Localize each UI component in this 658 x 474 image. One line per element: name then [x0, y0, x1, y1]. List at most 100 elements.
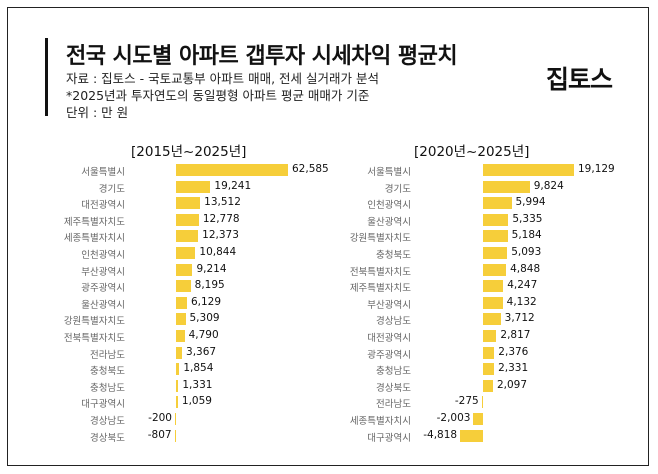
category-label: 충청북도 — [90, 366, 125, 378]
data-bar — [483, 313, 501, 326]
value-label: 4,790 — [188, 329, 219, 341]
brand-logo: 집토스 — [546, 65, 613, 94]
value-label: 5,335 — [512, 212, 543, 225]
data-bar — [483, 197, 512, 210]
data-bar — [176, 197, 201, 210]
value-label: 2,817 — [500, 329, 531, 341]
note-text: *2025년과 투자연도의 동일평형 아파트 평균 매매가 기준 — [66, 88, 370, 103]
category-label: 충청북도 — [376, 250, 411, 261]
data-bar — [481, 396, 483, 409]
category-label: 서울특별시 — [367, 167, 411, 178]
value-label: 5,184 — [511, 229, 542, 242]
data-bar — [176, 346, 183, 359]
category-label: 울산광역시 — [81, 299, 125, 311]
value-label: 5,994 — [515, 196, 546, 209]
category-label: 대구광역시 — [81, 399, 125, 411]
value-label: 4,132 — [506, 295, 537, 308]
value-label: 5,309 — [189, 312, 220, 325]
data-bar — [176, 247, 196, 259]
value-label: -275 — [454, 395, 479, 408]
category-label: 광주광역시 — [367, 349, 411, 361]
data-bar — [483, 346, 495, 359]
value-label: 2,376 — [498, 345, 529, 358]
data-bar — [176, 296, 187, 309]
data-bar — [176, 263, 193, 276]
value-label: 1,331 — [182, 378, 213, 391]
chart-frame — [7, 7, 649, 466]
data-bar — [176, 164, 288, 176]
chart-title: 전국 시도별 아파트 갭투자 시세차익 평균치 — [66, 44, 458, 69]
data-bar — [175, 413, 176, 425]
data-bar — [176, 313, 186, 326]
unit-text: 단위 : 만 원 — [66, 105, 129, 120]
data-bar — [176, 363, 180, 376]
category-label: 대전광역시 — [367, 333, 411, 344]
value-label: 6,129 — [190, 295, 222, 308]
value-label: -200 — [148, 412, 172, 424]
category-label: 경기도 — [98, 183, 125, 195]
data-bar — [483, 180, 530, 193]
category-label: 경상남도 — [90, 416, 125, 427]
category-label: 강원특별자치도 — [63, 316, 125, 328]
data-bar — [483, 330, 497, 342]
data-bar — [483, 280, 504, 293]
data-bar — [460, 429, 483, 442]
category-label: 강원특별자치도 — [349, 233, 411, 245]
category-label: 대전광역시 — [81, 200, 125, 212]
value-label: 4,848 — [510, 262, 541, 275]
value-label: 2,331 — [498, 362, 529, 375]
value-label: 62,585 — [292, 163, 329, 175]
category-label: 부산광역시 — [367, 299, 411, 311]
data-bar — [176, 396, 178, 409]
value-label: 1,854 — [183, 362, 214, 375]
data-bar — [473, 413, 483, 425]
value-label: 4,247 — [507, 279, 538, 292]
value-label: 9,214 — [196, 262, 227, 275]
data-bar — [483, 379, 493, 392]
category-label: 광주광역시 — [81, 283, 125, 295]
value-label: 12,373 — [202, 229, 239, 242]
source-text: 자료 : 집토스 - 국토교통부 아파트 매매, 전세 실거래가 분석 — [66, 71, 379, 86]
data-bar — [176, 280, 191, 293]
data-bar — [176, 180, 211, 193]
category-label: 경상북도 — [90, 432, 125, 444]
category-label: 대구광역시 — [367, 432, 411, 444]
data-bar — [483, 164, 574, 176]
data-bar — [174, 429, 176, 442]
data-bar — [483, 296, 503, 309]
category-label: 세종특별자치시 — [63, 233, 125, 245]
category-label: 부산광역시 — [81, 266, 125, 278]
category-label: 서울특별시 — [81, 167, 125, 178]
data-bar — [483, 363, 495, 376]
data-bar — [483, 213, 509, 226]
data-bar — [483, 230, 508, 243]
value-label: -2,003 — [436, 412, 471, 424]
category-label: 전북특별자치도 — [349, 266, 411, 278]
value-label: 19,129 — [578, 163, 615, 175]
data-bar — [483, 263, 507, 276]
category-label: 충청남도 — [90, 382, 125, 394]
value-label: 5,093 — [511, 246, 542, 258]
category-label: 충청남도 — [376, 366, 411, 378]
data-bar — [483, 247, 508, 259]
category-label: 제주특별자치도 — [349, 283, 411, 295]
category-label: 전라남도 — [90, 349, 125, 361]
value-label: 13,512 — [204, 196, 241, 209]
category-label: 경기도 — [384, 183, 411, 195]
title-accent-bar — [45, 38, 48, 116]
category-label: 인천광역시 — [367, 200, 411, 212]
value-label: 19,241 — [214, 179, 252, 192]
value-label: 10,844 — [199, 246, 237, 258]
data-bar — [176, 379, 179, 392]
value-label: -807 — [147, 428, 172, 441]
value-label: 9,824 — [533, 179, 564, 192]
value-label: 8,195 — [194, 279, 225, 292]
category-label: 제주특별자치도 — [63, 216, 125, 228]
category-label: 인천광역시 — [81, 250, 125, 261]
value-label: 2,097 — [496, 378, 528, 391]
value-label: -4,818 — [423, 428, 458, 441]
data-bar — [176, 213, 199, 226]
value-label: 12,778 — [202, 212, 240, 225]
data-bar — [176, 330, 185, 342]
value-label: 1,059 — [181, 395, 212, 408]
